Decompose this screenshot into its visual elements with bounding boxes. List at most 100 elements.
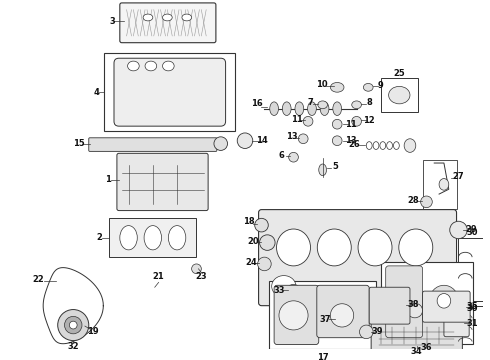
Circle shape xyxy=(420,196,432,208)
Bar xyxy=(104,53,235,131)
Ellipse shape xyxy=(358,229,392,266)
Text: 26: 26 xyxy=(349,140,361,149)
Ellipse shape xyxy=(282,102,291,116)
Ellipse shape xyxy=(143,14,153,21)
Text: 30: 30 xyxy=(466,304,478,313)
Text: 17: 17 xyxy=(317,352,328,360)
Ellipse shape xyxy=(352,101,362,109)
Ellipse shape xyxy=(399,229,433,266)
Text: 13: 13 xyxy=(345,136,357,145)
FancyBboxPatch shape xyxy=(444,309,469,337)
Ellipse shape xyxy=(333,102,342,116)
Circle shape xyxy=(332,120,342,129)
FancyBboxPatch shape xyxy=(259,210,457,306)
Text: 15: 15 xyxy=(73,139,85,148)
Text: 39: 39 xyxy=(371,327,383,336)
Circle shape xyxy=(214,137,227,150)
Ellipse shape xyxy=(127,61,139,71)
Text: 21: 21 xyxy=(153,272,165,281)
Text: 38: 38 xyxy=(407,300,418,309)
Ellipse shape xyxy=(295,102,304,116)
FancyBboxPatch shape xyxy=(317,285,369,338)
Bar xyxy=(109,218,196,257)
Text: 19: 19 xyxy=(87,327,98,336)
Ellipse shape xyxy=(163,14,172,21)
Text: 9: 9 xyxy=(378,81,384,90)
Ellipse shape xyxy=(407,303,422,318)
Text: 6: 6 xyxy=(279,151,285,160)
Circle shape xyxy=(70,321,77,329)
Text: 33: 33 xyxy=(273,285,285,294)
Text: 1: 1 xyxy=(105,175,111,184)
Bar xyxy=(381,262,473,345)
FancyBboxPatch shape xyxy=(386,266,422,338)
Circle shape xyxy=(450,221,467,239)
Text: 8: 8 xyxy=(367,98,372,107)
Text: 34: 34 xyxy=(411,347,422,356)
Circle shape xyxy=(289,152,298,162)
Ellipse shape xyxy=(389,86,410,104)
Text: 29: 29 xyxy=(466,225,477,234)
Circle shape xyxy=(192,264,201,274)
Text: 13: 13 xyxy=(286,132,297,141)
Ellipse shape xyxy=(364,84,373,91)
FancyBboxPatch shape xyxy=(371,317,463,352)
Text: 24: 24 xyxy=(245,258,257,267)
Ellipse shape xyxy=(145,61,157,71)
Circle shape xyxy=(58,310,89,341)
FancyBboxPatch shape xyxy=(120,3,216,43)
FancyBboxPatch shape xyxy=(274,285,319,345)
Ellipse shape xyxy=(163,61,174,71)
Ellipse shape xyxy=(335,314,349,326)
Bar xyxy=(459,238,483,301)
Text: 20: 20 xyxy=(247,237,259,246)
FancyBboxPatch shape xyxy=(89,138,217,152)
Circle shape xyxy=(360,325,373,339)
Bar xyxy=(422,160,457,209)
Text: 18: 18 xyxy=(243,217,255,226)
Ellipse shape xyxy=(320,102,329,116)
Circle shape xyxy=(65,316,82,334)
Ellipse shape xyxy=(144,226,162,250)
Circle shape xyxy=(279,301,308,330)
Text: 30: 30 xyxy=(466,228,478,237)
Ellipse shape xyxy=(270,102,278,116)
Text: 5: 5 xyxy=(332,162,338,171)
Ellipse shape xyxy=(182,14,192,21)
Text: 31: 31 xyxy=(466,319,478,328)
Text: 4: 4 xyxy=(94,88,99,97)
Text: 28: 28 xyxy=(407,196,418,205)
Ellipse shape xyxy=(169,226,186,250)
Ellipse shape xyxy=(439,179,449,190)
Text: 35: 35 xyxy=(466,302,478,311)
Ellipse shape xyxy=(120,226,137,250)
Text: 36: 36 xyxy=(420,343,432,352)
FancyBboxPatch shape xyxy=(117,153,208,211)
Ellipse shape xyxy=(330,82,344,92)
Circle shape xyxy=(237,133,253,148)
Circle shape xyxy=(298,134,308,144)
Text: 2: 2 xyxy=(97,233,102,242)
Text: 22: 22 xyxy=(32,275,44,284)
Circle shape xyxy=(287,284,300,298)
Text: 16: 16 xyxy=(251,99,263,108)
Circle shape xyxy=(255,218,269,232)
Circle shape xyxy=(260,235,275,250)
Bar xyxy=(459,306,483,354)
Ellipse shape xyxy=(319,164,326,176)
Ellipse shape xyxy=(437,293,451,308)
Ellipse shape xyxy=(276,229,311,266)
Bar xyxy=(270,282,376,349)
FancyBboxPatch shape xyxy=(369,287,410,324)
Text: 27: 27 xyxy=(453,172,465,181)
Bar xyxy=(381,78,418,112)
Text: 3: 3 xyxy=(109,17,115,26)
Text: 11: 11 xyxy=(291,115,302,124)
Text: 11: 11 xyxy=(345,120,357,129)
Ellipse shape xyxy=(318,229,351,266)
Text: 37: 37 xyxy=(320,315,331,324)
Text: 14: 14 xyxy=(256,136,268,145)
FancyBboxPatch shape xyxy=(114,58,225,126)
Ellipse shape xyxy=(404,139,416,152)
FancyBboxPatch shape xyxy=(422,291,470,322)
